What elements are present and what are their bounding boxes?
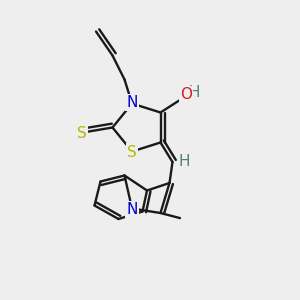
Text: O: O (180, 87, 192, 102)
Text: S: S (77, 126, 86, 141)
Text: H: H (178, 154, 190, 169)
Text: N: N (126, 202, 138, 217)
Text: N: N (126, 95, 138, 110)
Text: S: S (127, 145, 137, 160)
Text: H: H (188, 85, 200, 100)
